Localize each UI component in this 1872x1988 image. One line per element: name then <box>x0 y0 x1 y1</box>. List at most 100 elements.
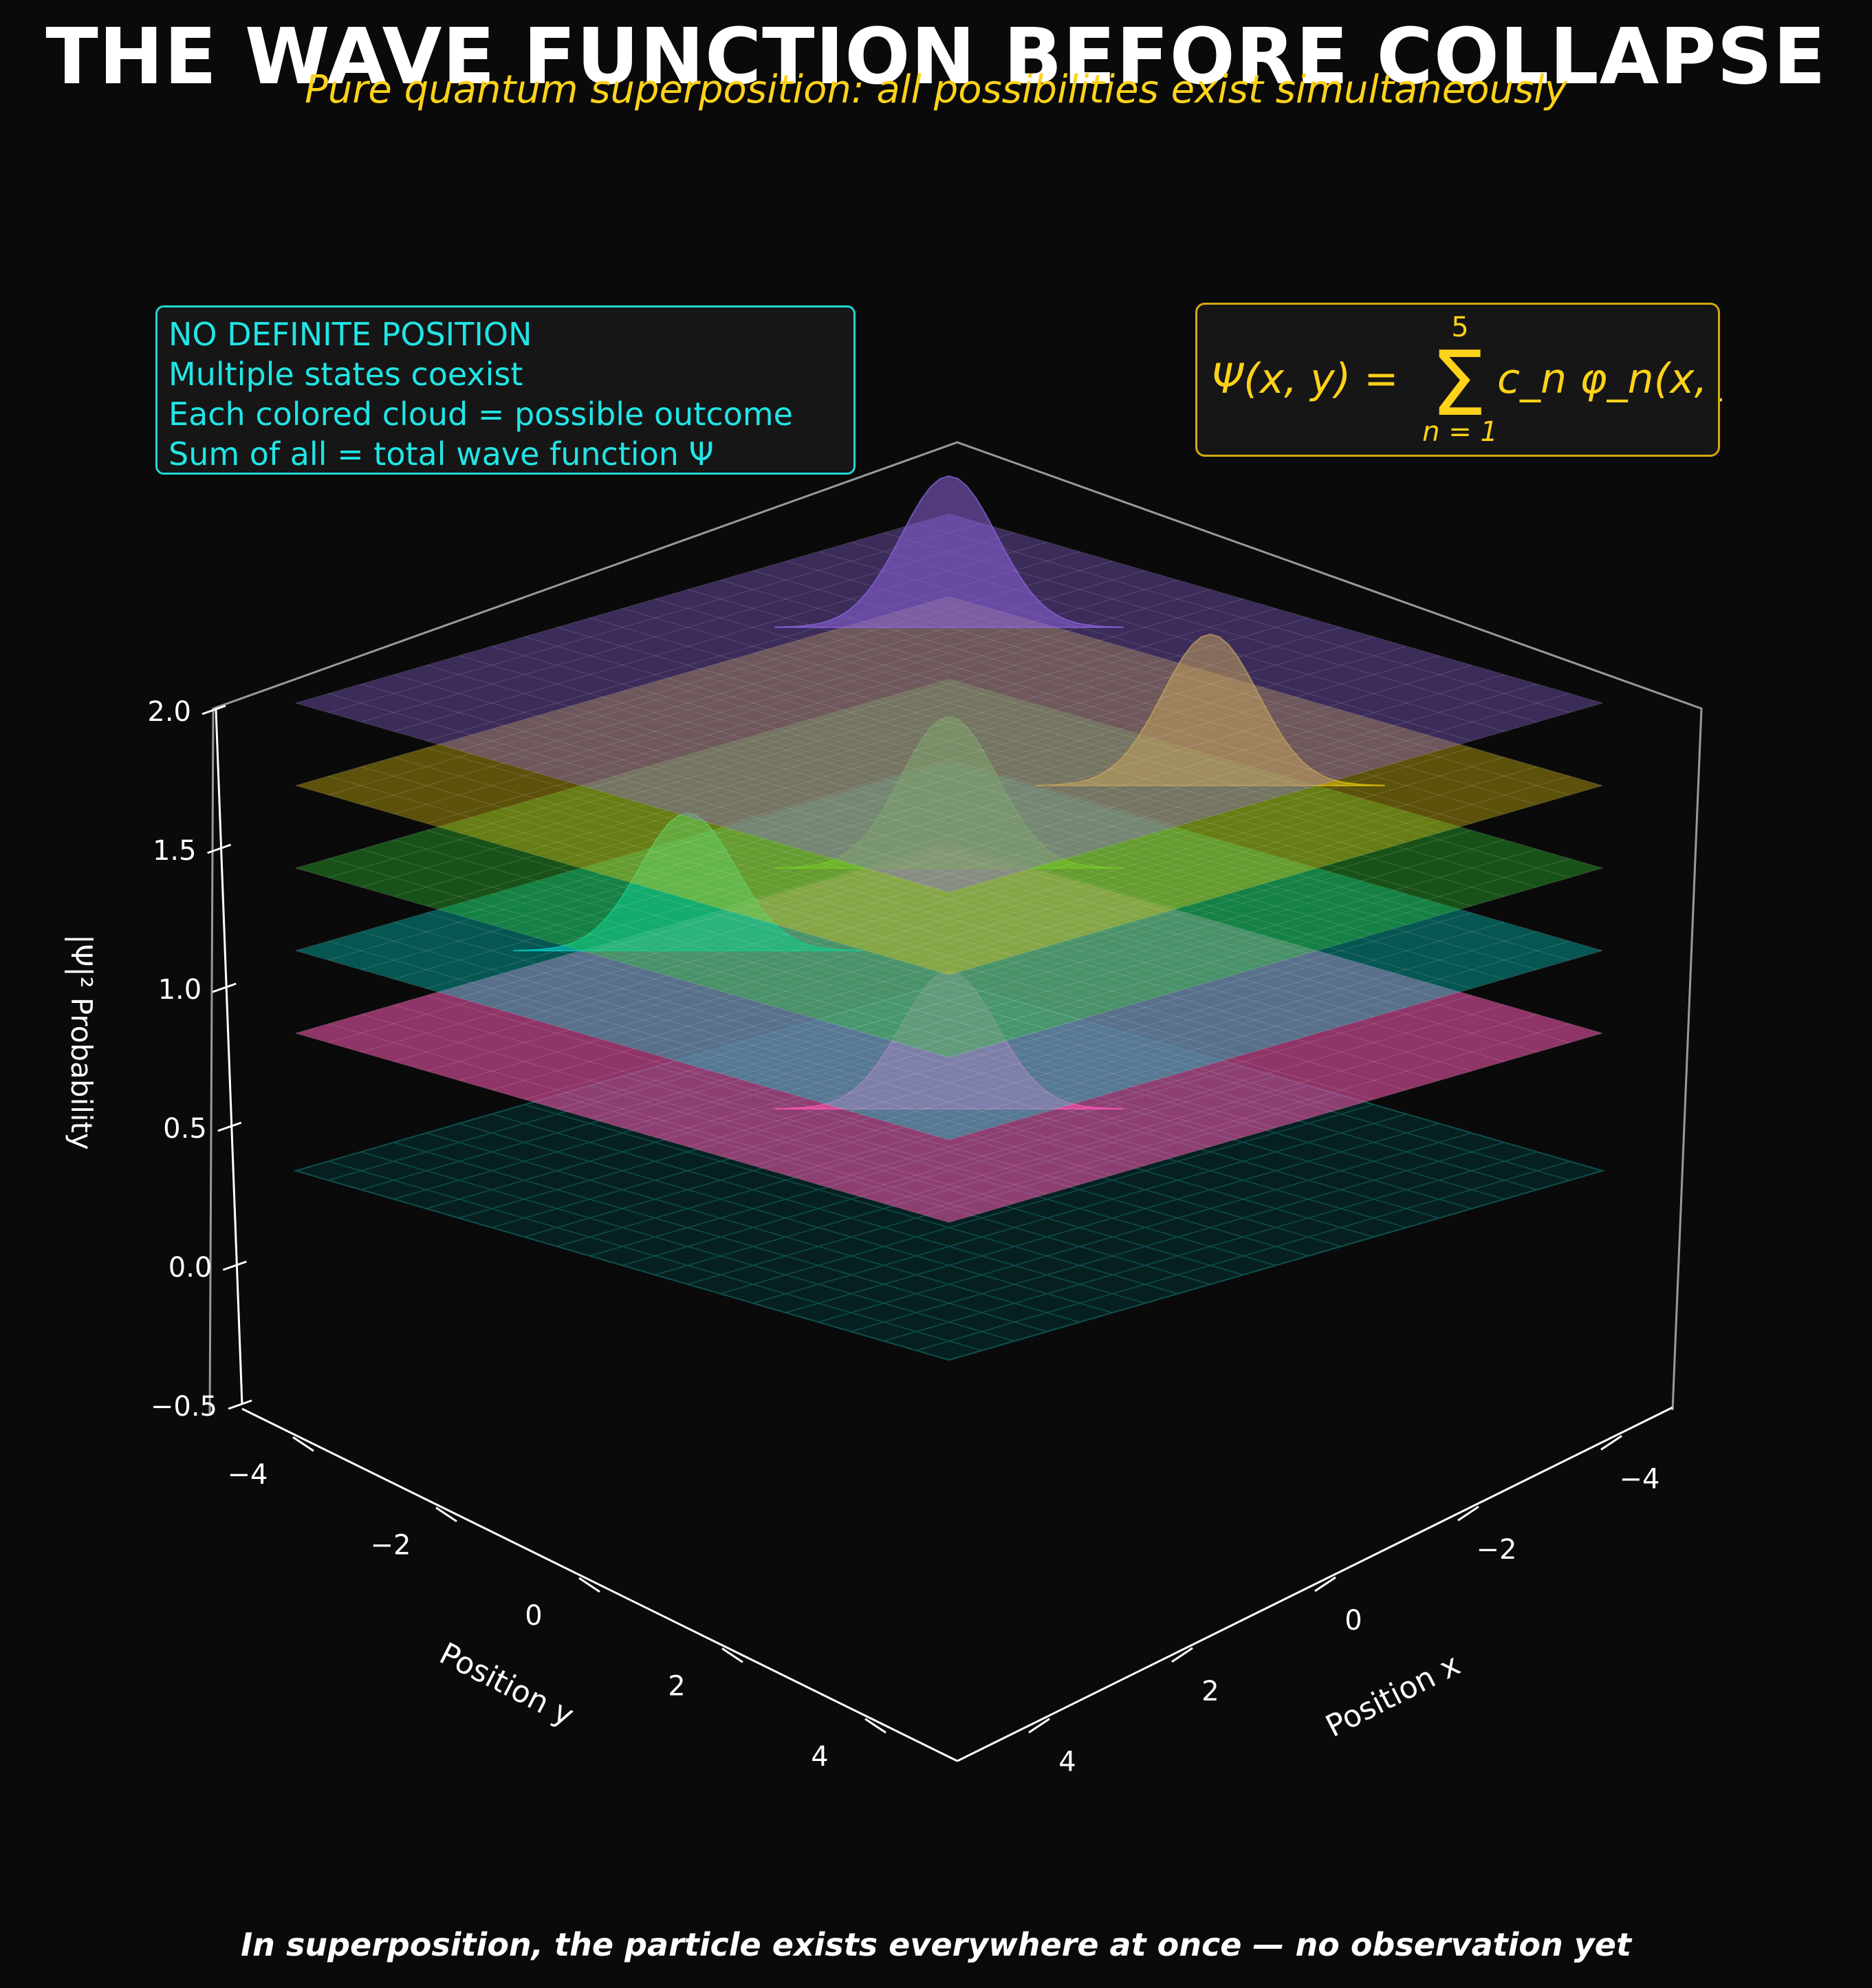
layer-mesh-line <box>524 801 1178 992</box>
layer-mesh-line <box>687 792 1342 982</box>
layer-mesh-line <box>295 678 950 869</box>
x-axis-label: Position x <box>1320 1647 1466 1744</box>
layer-mesh-line <box>556 627 1211 817</box>
x-tick <box>1457 1505 1479 1522</box>
layer-mesh-line <box>459 737 1113 928</box>
layer-mesh-line <box>360 614 1015 806</box>
info-box: NO DEFINITE POSITION Multiple states coe… <box>155 305 856 475</box>
x-tick-label: 2 <box>1201 1676 1219 1707</box>
chart-title: THE WAVE FUNCTION BEFORE COLLAPSE <box>45 12 1827 102</box>
layer-mesh-line <box>916 523 1570 713</box>
layer-mesh-line <box>883 862 1538 1053</box>
layer-mesh-line <box>589 681 1243 872</box>
layer-mesh-line <box>785 891 1439 1081</box>
z-tick <box>212 982 237 993</box>
layer-plane <box>296 761 1602 1140</box>
layer-mesh-line <box>948 950 1603 1141</box>
layer-mesh-line <box>752 652 1407 843</box>
y-tick-label: 4 <box>811 1741 828 1773</box>
layer-mesh-line <box>393 839 1047 1030</box>
layer-mesh-line <box>328 775 982 966</box>
layer-mesh-line <box>589 700 1243 890</box>
z-tick-label: 1.0 <box>158 974 202 1006</box>
layer-mesh-line <box>328 605 982 796</box>
layer-mesh-line <box>491 645 1146 836</box>
layer-mesh-line <box>360 862 1015 1053</box>
layer-mesh-line <box>524 636 1178 827</box>
layer-mesh-line <box>360 848 1015 1039</box>
layer-mesh-line <box>720 884 1374 1074</box>
layer-mesh-line <box>393 624 1047 814</box>
layer-mesh-line <box>720 579 1374 770</box>
layer-mesh-line <box>393 674 1047 865</box>
base-gridline <box>818 1132 1472 1323</box>
layer-mesh-line <box>459 820 1113 1011</box>
formula-box: Ψ(x, y) = Σ 5 n = 1 c_n φ_n(x, y) <box>1195 303 1761 457</box>
layer-mesh-line <box>818 665 1472 855</box>
layer-mesh-line <box>524 744 1178 935</box>
layer-mesh-line <box>622 690 1276 881</box>
layer-mesh-line <box>295 513 950 704</box>
layer-mesh-line <box>655 846 1309 1037</box>
y-tick <box>578 1577 600 1593</box>
layer-mesh-line <box>459 643 1113 834</box>
layer-mesh-line <box>851 872 1505 1062</box>
layer-mesh-line <box>916 775 1570 966</box>
layer-peak <box>513 812 862 951</box>
base-gridline <box>524 1104 1178 1295</box>
z-tick <box>222 1260 247 1271</box>
base-gridline <box>916 1160 1570 1351</box>
layer-mesh-line <box>818 912 1472 1103</box>
layer-3 <box>295 596 1603 975</box>
formula-lower-limit: n = 1 <box>1422 416 1498 448</box>
layer-mesh-line <box>295 867 950 1058</box>
layer-mesh-line <box>328 693 982 883</box>
layer-mesh-line <box>556 919 1211 1110</box>
chart-subtitle: Pure quantum superposition: all possibil… <box>305 67 1567 112</box>
layer-mesh-line <box>622 607 1276 799</box>
z-tick-label: 2.0 <box>147 696 191 728</box>
y-tick-label: −4 <box>228 1459 268 1491</box>
layer-mesh-line <box>916 770 1570 961</box>
layer-mesh-line <box>655 782 1309 973</box>
layer-mesh-line <box>720 662 1374 852</box>
axis-pane-edges <box>208 441 1703 1414</box>
layer-mesh-line <box>459 985 1113 1176</box>
layer-mesh-line <box>655 598 1309 789</box>
footer-caption: In superposition, the particle exists ev… <box>241 1926 1631 1963</box>
z-tick <box>228 1399 252 1410</box>
layer-mesh-line <box>328 858 982 1048</box>
base-gridline <box>720 1104 1374 1295</box>
layer-mesh-line <box>916 858 1570 1048</box>
sum-sign: Σ <box>1430 332 1487 436</box>
base-gridline <box>360 1151 1015 1342</box>
z-tick <box>217 1121 242 1132</box>
layer-mesh-line <box>948 1033 1603 1223</box>
y-tick-label: 0 <box>525 1600 542 1632</box>
layer-1 <box>295 761 1603 1141</box>
layer-mesh-line <box>426 881 1080 1072</box>
layer-mesh-line <box>393 1004 1047 1195</box>
layer-mesh-line <box>426 665 1080 855</box>
layer-mesh-line <box>818 995 1472 1185</box>
base-gridline <box>393 1142 1047 1332</box>
layer-mesh-line <box>491 810 1146 1002</box>
layer-mesh-line <box>393 872 1047 1062</box>
layer-mesh-line <box>295 785 950 975</box>
base-gridline <box>883 1151 1538 1342</box>
layer-mesh-line <box>851 1004 1505 1195</box>
layer-mesh-line <box>752 893 1407 1084</box>
layer-mesh-line <box>916 853 1570 1044</box>
layer-mesh-line <box>851 674 1505 865</box>
layer-mesh-line <box>491 975 1146 1167</box>
base-gridline <box>328 1160 982 1351</box>
layer-mesh-line <box>883 697 1538 888</box>
formula-lhs: Ψ(x, y) = <box>1211 355 1399 403</box>
x-tick <box>1600 1435 1622 1451</box>
layer-mesh-line <box>360 1013 1015 1204</box>
z-tick-label: 1.5 <box>153 835 197 867</box>
layer-mesh-line <box>752 735 1407 926</box>
y-axis-line <box>241 1407 958 1762</box>
layer-plane <box>296 596 1602 975</box>
formula-rhs: c_n φ_n(x, y) <box>1497 355 1722 403</box>
